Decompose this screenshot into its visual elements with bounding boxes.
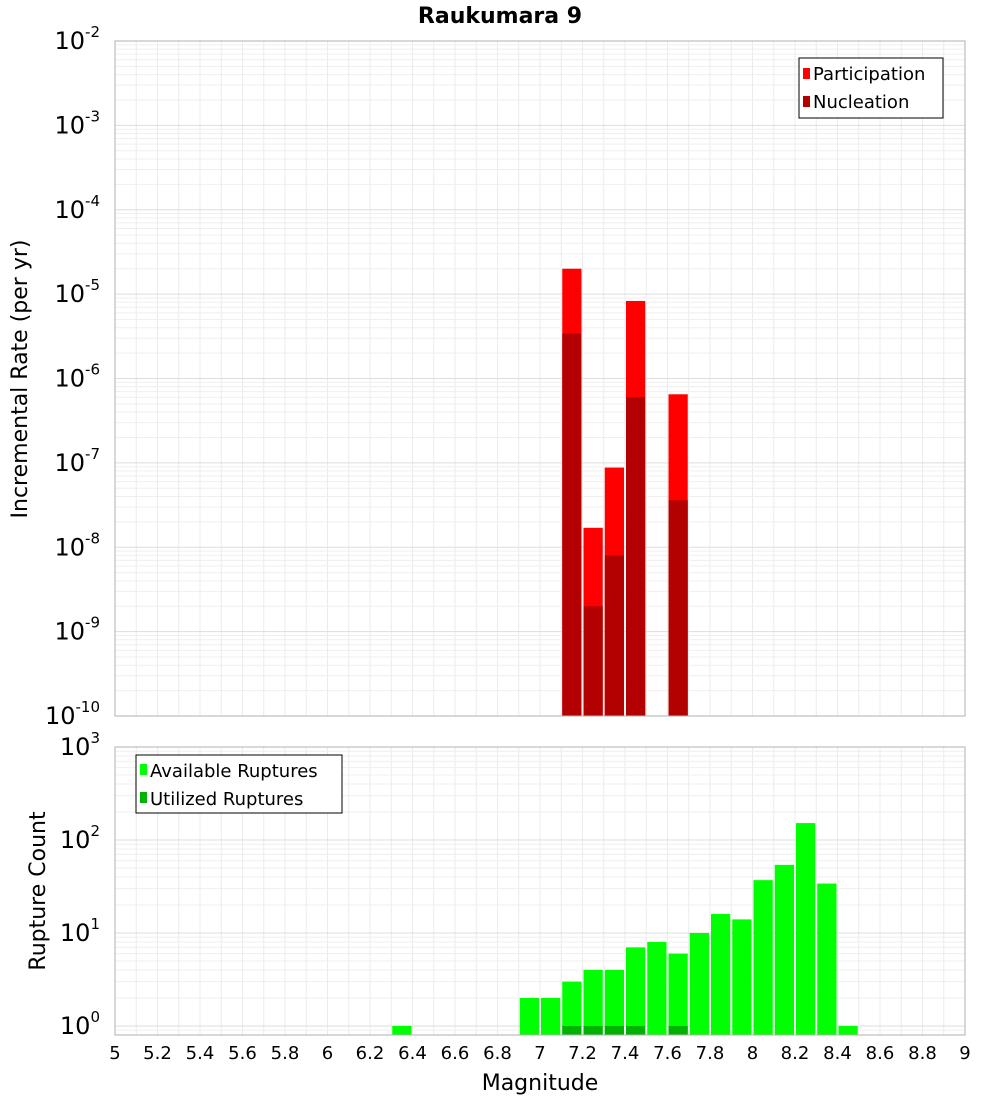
available-legend-label: Available Ruptures	[150, 761, 318, 782]
utilized-ruptures-bar	[604, 1026, 624, 1035]
x-axis-label: Magnitude	[482, 1071, 599, 1096]
nucleation-legend-swatch	[803, 96, 810, 107]
available-legend-swatch	[140, 764, 147, 775]
nucleation-bar	[562, 333, 582, 716]
available-ruptures-bar	[732, 919, 752, 1035]
count-y-ticks: 100 101 102 103	[60, 729, 100, 1040]
x-tick-label: 6.4	[398, 1043, 427, 1064]
participation-legend-label: Participation	[813, 64, 925, 85]
available-ruptures-bar	[668, 953, 688, 1035]
x-tick-label: 7.8	[696, 1043, 725, 1064]
x-tick-label: 8.4	[823, 1043, 852, 1064]
utilized-ruptures-bar	[562, 1026, 582, 1035]
rate-y-axis-label: Incremental Rate (per yr)	[8, 240, 33, 519]
x-tick-label: 8.2	[781, 1043, 810, 1064]
rate-y-ticks: 10-10 10-9 10-8 10-7 10-6 10-5 10-4 10-3 10-2	[45, 23, 100, 730]
x-tick-label: 5.2	[143, 1043, 172, 1064]
rate-y-tick-label: 10-5	[54, 276, 100, 308]
x-tick-label: 5	[109, 1043, 120, 1064]
rate-legend-box	[798, 57, 944, 119]
x-tick-label: 7.2	[568, 1043, 597, 1064]
count-y-tick-label: 102	[60, 822, 100, 854]
utilized-legend-swatch	[140, 792, 147, 803]
x-tick-label: 5.8	[271, 1043, 300, 1064]
nucleation-bar	[583, 606, 603, 716]
rate-plot: 10-10 10-9 10-8 10-7 10-6 10-5 10-4 10-3 10-2 In…	[8, 23, 966, 730]
rate-bars	[562, 268, 688, 716]
available-ruptures-bar	[817, 883, 837, 1035]
x-tick-label: 8.8	[908, 1043, 937, 1064]
rate-y-tick-label: 10-2	[54, 23, 100, 55]
count-bars	[392, 823, 858, 1035]
count-y-tick-label: 103	[60, 729, 100, 761]
count-y-axis-label: Rupture Count	[26, 811, 51, 971]
rate-plot-frame	[114, 40, 966, 717]
nucleation-legend-label: Nucleation	[813, 92, 909, 113]
rate-y-tick-label: 10-9	[54, 614, 100, 646]
available-ruptures-bar	[647, 942, 667, 1035]
available-ruptures-bar	[774, 864, 794, 1035]
x-tick-label: 7	[534, 1043, 545, 1064]
nucleation-bar	[626, 397, 646, 716]
x-tick-label: 8	[747, 1043, 758, 1064]
available-ruptures-bar	[562, 981, 582, 1035]
utilized-ruptures-bar	[583, 1026, 603, 1035]
available-ruptures-bar	[838, 1025, 858, 1035]
chart-title: Raukumara 9	[418, 4, 582, 29]
rate-y-tick-label: 10-8	[54, 529, 100, 561]
available-ruptures-bar	[711, 914, 731, 1035]
rate-y-tick-label: 10-7	[54, 445, 100, 477]
count-y-tick-label: 101	[60, 915, 100, 947]
available-ruptures-bar	[753, 880, 773, 1035]
x-tick-label: 5.6	[228, 1043, 257, 1064]
rate-y-tick-label: 10-4	[54, 192, 100, 224]
count-legend: Available Ruptures Utilized Ruptures	[135, 754, 343, 814]
x-tick-label: 6	[322, 1043, 333, 1064]
available-ruptures-bar	[583, 969, 603, 1035]
available-ruptures-bar	[541, 997, 561, 1035]
utilized-ruptures-bar	[626, 1026, 646, 1035]
rate-legend: Participation Nucleation	[798, 57, 944, 119]
magnitude-x-ticks: 5 5.2 5.4 5.6 5.8 6 6.2 6.4 6.6 6.8 7 7.2 7.4 7.6 7.8 8…	[109, 1043, 970, 1064]
available-ruptures-bar	[604, 969, 624, 1035]
x-tick-label: 8.6	[866, 1043, 895, 1064]
x-tick-label: 6.2	[356, 1043, 385, 1064]
available-ruptures-bar	[519, 997, 539, 1035]
x-tick-label: 7.4	[611, 1043, 640, 1064]
available-ruptures-bar	[392, 1025, 412, 1035]
rate-y-tick-label: 10-6	[54, 361, 100, 393]
utilized-legend-label: Utilized Ruptures	[150, 789, 303, 810]
available-ruptures-bar	[796, 823, 816, 1035]
rate-y-tick-label: 10-10	[45, 698, 100, 730]
x-tick-label: 5.4	[186, 1043, 215, 1064]
x-tick-label: 9	[959, 1043, 970, 1064]
x-tick-label: 7.6	[653, 1043, 682, 1064]
utilized-ruptures-bar	[668, 1026, 688, 1035]
rate-grid	[114, 41, 966, 717]
count-plot-frame	[114, 746, 966, 1036]
nucleation-bar	[668, 500, 688, 716]
x-tick-label: 6.6	[441, 1043, 470, 1064]
count-y-tick-label: 100	[60, 1008, 100, 1040]
participation-legend-swatch	[803, 68, 810, 79]
nucleation-bar	[604, 555, 624, 716]
count-plot: 100 101 102 103 5 5.2 5.4 5.6 5.8 6 6.2 6.4 6.6 6.8 7…	[26, 729, 971, 1096]
x-tick-label: 6.8	[483, 1043, 512, 1064]
available-ruptures-bar	[689, 932, 709, 1035]
available-ruptures-bar	[626, 947, 646, 1035]
rate-y-tick-label: 10-3	[54, 107, 100, 139]
count-legend-box	[135, 754, 343, 814]
